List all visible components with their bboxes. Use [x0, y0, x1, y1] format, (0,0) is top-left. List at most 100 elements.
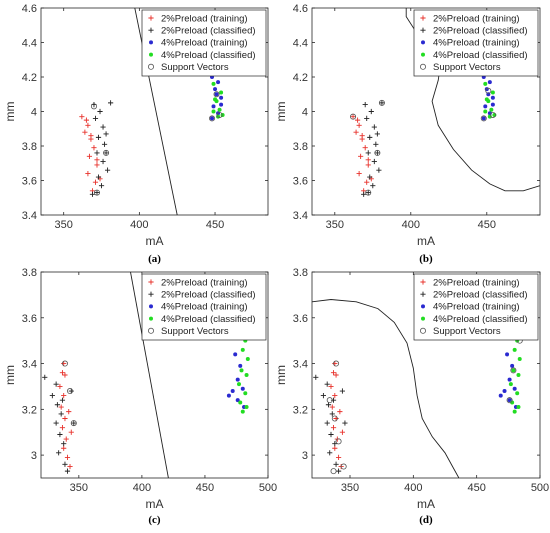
legend-entry: 4%Preload (classified) — [161, 314, 256, 325]
data-point — [512, 386, 517, 391]
decision-boundary — [130, 272, 169, 478]
x-tick-label: 450 — [467, 482, 485, 494]
legend-entry: 4%Preload (training) — [433, 302, 520, 313]
legend-entry: Support Vectors — [433, 62, 501, 73]
series-2 — [361, 100, 385, 197]
data-point — [374, 149, 381, 156]
y-tick-label: 3.2 — [22, 404, 37, 416]
y-tick-label: 3.4 — [22, 359, 37, 371]
x-tick-label: 500 — [531, 482, 549, 494]
data-point — [329, 411, 335, 417]
legend-marker — [148, 27, 154, 33]
series-2 — [89, 100, 114, 197]
data-point — [365, 189, 372, 196]
y-tick-label: 4.4 — [22, 38, 37, 50]
data-point — [516, 405, 521, 410]
data-point — [365, 189, 371, 196]
series-1 — [57, 360, 74, 470]
data-point — [329, 404, 335, 410]
data-point — [244, 373, 249, 377]
legend-marker — [149, 52, 153, 57]
data-point — [490, 102, 495, 107]
data-point — [92, 179, 99, 185]
y-tick-label: 3 — [302, 450, 308, 462]
data-point — [66, 409, 72, 415]
series-1 — [328, 360, 345, 470]
data-point — [68, 429, 74, 435]
data-point — [489, 107, 494, 112]
data-point — [89, 191, 96, 197]
data-point — [211, 104, 216, 109]
data-point — [327, 450, 333, 456]
data-point — [53, 381, 59, 387]
data-point — [330, 397, 337, 403]
data-point — [324, 420, 330, 426]
data-point — [320, 393, 326, 399]
data-point — [489, 111, 496, 118]
data-point — [371, 158, 377, 165]
data-point — [53, 420, 59, 426]
legend-box — [141, 9, 267, 77]
data-point — [481, 116, 486, 121]
data-point — [359, 133, 365, 139]
data-point — [42, 374, 48, 380]
data-point — [100, 158, 106, 165]
data-point — [333, 372, 339, 378]
data-point — [54, 402, 60, 408]
data-point — [211, 81, 216, 86]
legend-marker — [421, 40, 425, 45]
data-point — [82, 129, 88, 135]
x-tick-label: 450 — [478, 219, 496, 231]
x-tick-label: 400 — [130, 219, 148, 231]
legend-box — [413, 9, 539, 77]
y-tick-label: 3.8 — [22, 141, 37, 153]
legend-marker — [420, 15, 426, 21]
y-axis-label: mm — [274, 102, 288, 122]
legend-entry: 2%Preload (classified) — [161, 290, 256, 301]
data-point — [355, 117, 361, 123]
data-point — [211, 109, 216, 114]
legend-entry: 2%Preload (training) — [433, 277, 520, 288]
data-point — [362, 145, 368, 151]
data-point — [64, 454, 71, 460]
data-point — [216, 80, 221, 85]
legend-entry: Support Vectors — [161, 326, 229, 337]
data-point — [333, 360, 340, 367]
data-point — [512, 347, 517, 352]
y-tick-label: 3.4 — [293, 359, 308, 371]
data-point — [240, 409, 245, 414]
data-point — [353, 129, 359, 135]
y-axis-label: mm — [274, 365, 288, 385]
y-tick-label: 4.6 — [22, 3, 37, 15]
legend-marker — [421, 304, 425, 309]
data-point — [71, 420, 77, 426]
data-point — [516, 373, 521, 377]
y-tick-label: 3.6 — [293, 313, 308, 325]
data-point — [361, 191, 367, 197]
data-point — [62, 415, 68, 422]
data-point — [313, 374, 319, 380]
legend-entry: 2%Preload (classified) — [433, 290, 528, 301]
data-point — [67, 463, 73, 470]
legend-marker — [149, 40, 153, 45]
data-point — [487, 114, 492, 119]
legend-entry: 4%Preload (classified) — [433, 50, 528, 61]
data-point — [330, 468, 337, 475]
data-point — [245, 356, 250, 361]
data-point — [487, 111, 492, 116]
panel-label: (a) — [148, 253, 161, 265]
y-tick-label: 3.4 — [293, 210, 308, 222]
plot-frame — [40, 271, 269, 479]
data-point — [239, 368, 244, 373]
data-point — [103, 131, 109, 137]
series-3 — [210, 75, 224, 121]
data-point — [515, 391, 520, 396]
data-point — [94, 150, 100, 156]
x-tick-label: 350 — [341, 482, 359, 494]
data-point — [483, 109, 488, 114]
y-tick-label: 4 — [302, 107, 308, 119]
data-point — [325, 402, 332, 408]
x-tick-label: 450 — [206, 219, 224, 231]
data-point — [379, 100, 385, 106]
data-point — [86, 153, 93, 159]
